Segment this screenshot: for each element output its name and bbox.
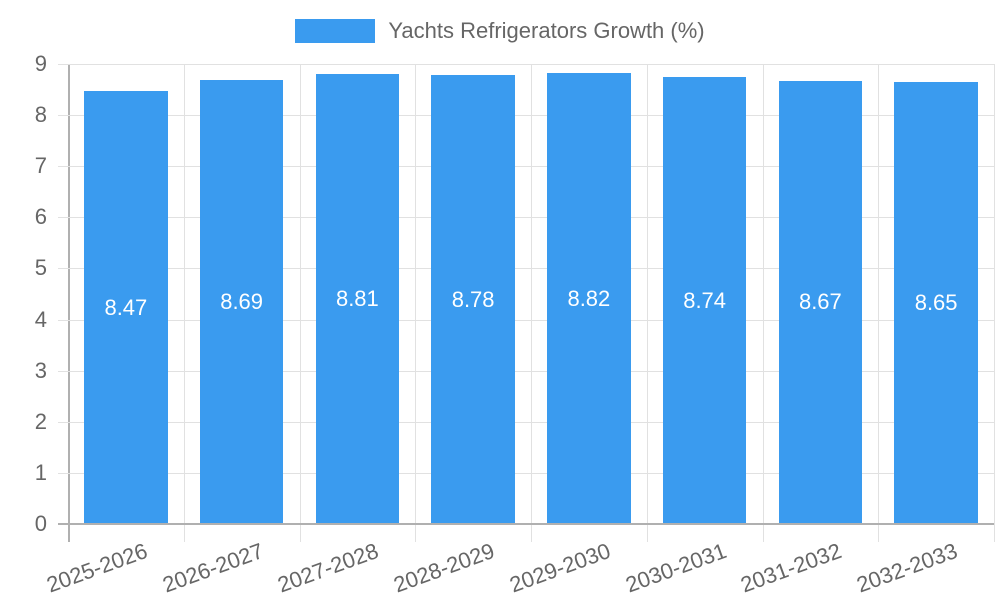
bar[interactable]: 8.67 [778, 80, 863, 524]
y-tick-label: 3 [34, 357, 47, 383]
gridline-vertical [878, 64, 880, 542]
y-tick-label: 1 [34, 459, 47, 485]
bar-value-label: 8.69 [220, 288, 264, 314]
x-tick-label: 2032-2033 [853, 538, 961, 598]
gridline-vertical [299, 64, 301, 542]
x-tick-label: 2025-2026 [43, 538, 151, 598]
bar[interactable]: 8.47 [84, 91, 168, 524]
y-tick-label: 7 [34, 153, 47, 179]
y-tick-label: 9 [34, 51, 47, 76]
legend-label: Yachts Refrigerators Growth (%) [388, 18, 705, 43]
gridline-horizontal [58, 166, 994, 168]
x-axis-line [58, 523, 994, 525]
bar[interactable]: 8.78 [431, 75, 515, 524]
gridline-horizontal [58, 217, 994, 219]
gridline-vertical [183, 64, 185, 542]
bar-value-label: 8.65 [914, 289, 958, 315]
bar-value-label: 8.47 [104, 294, 148, 320]
gridline-vertical [531, 64, 532, 542]
y-axis-line [68, 64, 70, 542]
gridline-vertical [762, 64, 764, 542]
bar[interactable]: 8.74 [662, 77, 747, 524]
x-tick-label: 2031-2032 [737, 538, 846, 598]
bar[interactable]: 8.81 [315, 73, 400, 524]
x-tick-label: 2029-2030 [506, 538, 614, 598]
gridline-horizontal [58, 268, 994, 270]
gridline-horizontal [58, 115, 994, 117]
y-tick-label: 8 [34, 102, 47, 128]
bar-value-label: 8.81 [335, 285, 379, 311]
gridline-horizontal [58, 64, 994, 65]
bar[interactable]: 8.69 [199, 79, 284, 524]
gridline-horizontal [58, 421, 994, 423]
y-tick-label: 4 [34, 306, 47, 332]
gridline-horizontal [58, 472, 994, 474]
y-tick-label: 5 [34, 255, 47, 281]
plot-area: 8.47 8.69 8.81 8.78 8.82 8.74 8.67 8.65 [58, 64, 995, 542]
gridline-vertical [415, 64, 417, 542]
y-tick-label: 2 [34, 408, 47, 434]
legend-swatch [295, 19, 376, 43]
bar-value-label: 8.82 [567, 285, 611, 311]
y-tick-label: 0 [34, 511, 47, 536]
x-tick-label: 2027-2028 [274, 538, 383, 598]
bar-value-label: 8.78 [451, 286, 495, 312]
x-tick-label: 2028-2029 [390, 538, 498, 598]
gridline-horizontal [58, 319, 994, 321]
legend[interactable]: Yachts Refrigerators Growth (%) [0, 18, 1000, 44]
gridline-horizontal [58, 370, 994, 372]
bar-value-label: 8.74 [683, 287, 727, 313]
bar-value-label: 8.67 [798, 289, 842, 315]
x-tick-label: 2026-2027 [158, 538, 267, 598]
x-tick-label: 2030-2031 [621, 538, 730, 598]
gridline-vertical [994, 64, 995, 542]
bar[interactable]: 8.65 [894, 81, 978, 524]
gridline-vertical [646, 64, 648, 542]
y-tick-label: 6 [34, 204, 47, 230]
bar[interactable]: 8.82 [547, 73, 631, 524]
